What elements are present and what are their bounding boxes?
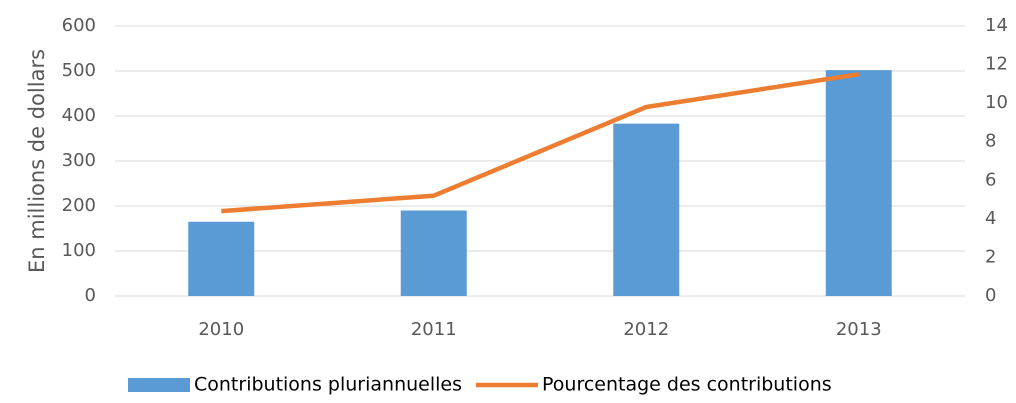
x-tick-label: 2012 bbox=[623, 319, 669, 340]
bar bbox=[825, 70, 892, 296]
bar bbox=[400, 210, 467, 296]
bar bbox=[188, 221, 255, 296]
y-tick-label: 600 bbox=[62, 15, 96, 36]
y2-tick-label: 4 bbox=[985, 208, 996, 229]
y2-tick-label: 2 bbox=[985, 246, 996, 267]
line bbox=[221, 71, 860, 214]
y2-tick-label: 6 bbox=[985, 169, 996, 190]
y2-tick-label: 14 bbox=[985, 15, 1008, 36]
y2-tick-label: 10 bbox=[985, 92, 1008, 113]
x-tick-label: 2013 bbox=[836, 319, 882, 340]
y-tick-label: 0 bbox=[85, 285, 96, 306]
y2-tick-label: 0 bbox=[985, 285, 996, 306]
y-tick-label: 200 bbox=[62, 195, 96, 216]
y-tick-label: 400 bbox=[62, 105, 96, 126]
y-axis-label: En millions de dollars bbox=[25, 49, 49, 273]
y-tick-label: 100 bbox=[62, 240, 96, 261]
legend-label: Pourcentage des contributions bbox=[542, 374, 832, 396]
y2-tick-label: 8 bbox=[985, 131, 996, 152]
legend-swatch bbox=[128, 378, 190, 392]
x-tick-label: 2011 bbox=[411, 319, 457, 340]
y-tick-label: 300 bbox=[62, 150, 96, 171]
x-tick-label: 2010 bbox=[198, 319, 244, 340]
legend-label: Contributions pluriannuelles bbox=[194, 374, 462, 396]
y-tick-label: 500 bbox=[62, 60, 96, 81]
y2-tick-label: 12 bbox=[985, 54, 1008, 75]
bar bbox=[613, 123, 680, 297]
